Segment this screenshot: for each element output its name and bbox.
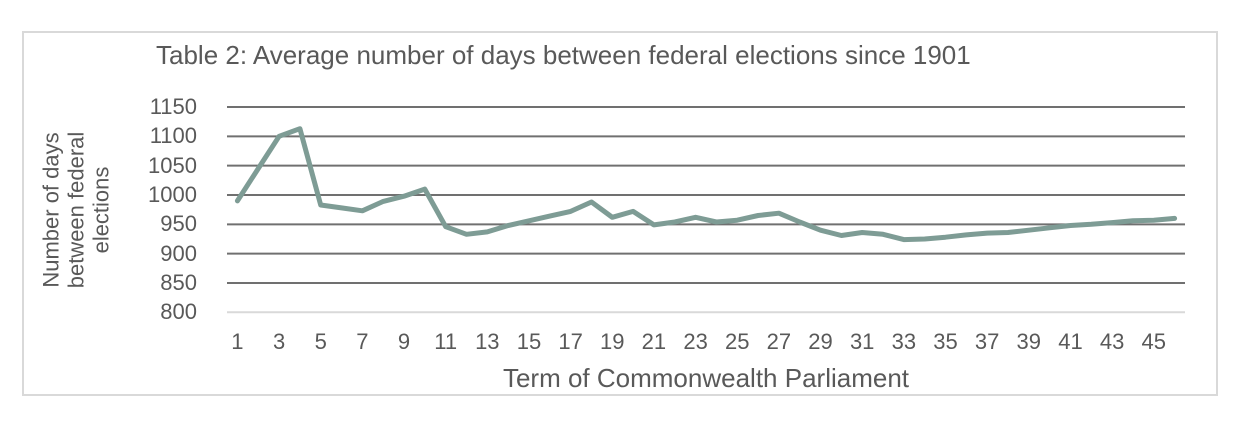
- x-tick-label: 15: [516, 329, 542, 354]
- x-tick-label: 41: [1058, 329, 1083, 354]
- x-tick-label: 13: [475, 329, 500, 354]
- x-tick-label: 29: [808, 329, 833, 354]
- x-tick-label: 43: [1099, 329, 1125, 354]
- chart-title: Table 2: Average number of days between …: [156, 40, 971, 70]
- y-axis-title-line: Number of days: [38, 132, 64, 288]
- x-tick-label: 17: [558, 329, 583, 354]
- x-tick-label: 27: [766, 329, 792, 354]
- y-tick-label: 950: [160, 211, 197, 237]
- y-tick-label: 900: [160, 240, 197, 266]
- y-tick-label: 1150: [149, 94, 197, 119]
- x-axis-title: Term of Commonwealth Parliament: [502, 363, 910, 393]
- x-tick-label: 3: [272, 329, 286, 354]
- x-tick-label: 21: [641, 329, 667, 354]
- x-tick-label: 9: [397, 329, 411, 354]
- y-axis-title-line: between federal: [63, 131, 89, 289]
- y-tick-label: 800: [160, 299, 197, 325]
- y-tick-label: 1050: [148, 152, 197, 178]
- x-tick-label: 23: [683, 329, 708, 354]
- x-tick-label: 11: [434, 329, 458, 354]
- y-tick-label: 1000: [148, 181, 197, 207]
- x-tick-label: 7: [356, 329, 369, 354]
- x-tick-label: 25: [724, 329, 750, 354]
- x-tick-label: 45: [1141, 329, 1166, 354]
- y-tick-label: 850: [160, 269, 197, 295]
- x-tick-label: 35: [933, 329, 958, 354]
- x-tick-label: 31: [849, 329, 875, 354]
- x-tick-label: 19: [600, 329, 625, 354]
- x-tick-label: 39: [1016, 329, 1042, 354]
- x-tick-label: 33: [891, 329, 917, 354]
- line-series: [234, 126, 1178, 243]
- x-tick-label: 1: [231, 329, 244, 354]
- x-tick-label: 5: [314, 329, 327, 354]
- x-tick-label: 37: [974, 329, 1000, 354]
- y-tick-label: 1100: [149, 123, 197, 149]
